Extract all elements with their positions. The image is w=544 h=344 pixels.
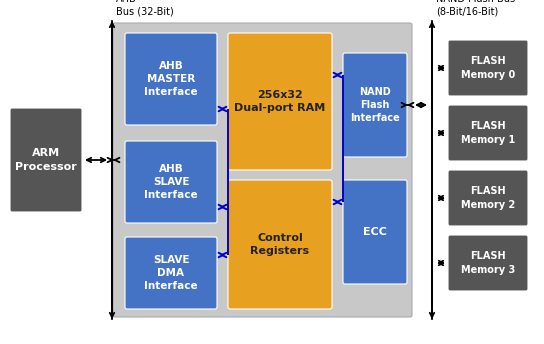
Text: FLASH
Memory 0: FLASH Memory 0 bbox=[461, 56, 515, 79]
FancyBboxPatch shape bbox=[228, 33, 332, 170]
FancyBboxPatch shape bbox=[113, 23, 412, 317]
Text: FLASH
Memory 2: FLASH Memory 2 bbox=[461, 186, 515, 209]
FancyBboxPatch shape bbox=[10, 108, 82, 212]
FancyBboxPatch shape bbox=[125, 237, 217, 309]
FancyBboxPatch shape bbox=[448, 40, 528, 96]
FancyBboxPatch shape bbox=[448, 105, 528, 161]
Text: NAND Flash Bus
(8-Bit/16-Bit): NAND Flash Bus (8-Bit/16-Bit) bbox=[436, 0, 515, 16]
Text: FLASH
Memory 1: FLASH Memory 1 bbox=[461, 121, 515, 144]
Text: Control
Registers: Control Registers bbox=[250, 233, 310, 256]
Text: 256x32
Dual-port RAM: 256x32 Dual-port RAM bbox=[234, 90, 326, 113]
Text: ECC: ECC bbox=[363, 227, 387, 237]
Text: SLAVE
DMA
Interface: SLAVE DMA Interface bbox=[144, 255, 198, 291]
FancyBboxPatch shape bbox=[448, 170, 528, 226]
FancyBboxPatch shape bbox=[343, 180, 407, 284]
Text: AHB
MASTER
Interface: AHB MASTER Interface bbox=[144, 61, 198, 97]
FancyBboxPatch shape bbox=[228, 180, 332, 309]
FancyBboxPatch shape bbox=[125, 33, 217, 125]
Text: ARM
Processor: ARM Processor bbox=[15, 148, 77, 172]
FancyBboxPatch shape bbox=[448, 235, 528, 291]
Text: AHB
Bus (32-Bit): AHB Bus (32-Bit) bbox=[116, 0, 174, 16]
Text: NAND
Flash
Interface: NAND Flash Interface bbox=[350, 87, 400, 123]
FancyBboxPatch shape bbox=[343, 53, 407, 157]
Text: FLASH
Memory 3: FLASH Memory 3 bbox=[461, 251, 515, 275]
FancyBboxPatch shape bbox=[125, 141, 217, 223]
Text: AHB
SLAVE
Interface: AHB SLAVE Interface bbox=[144, 164, 198, 200]
